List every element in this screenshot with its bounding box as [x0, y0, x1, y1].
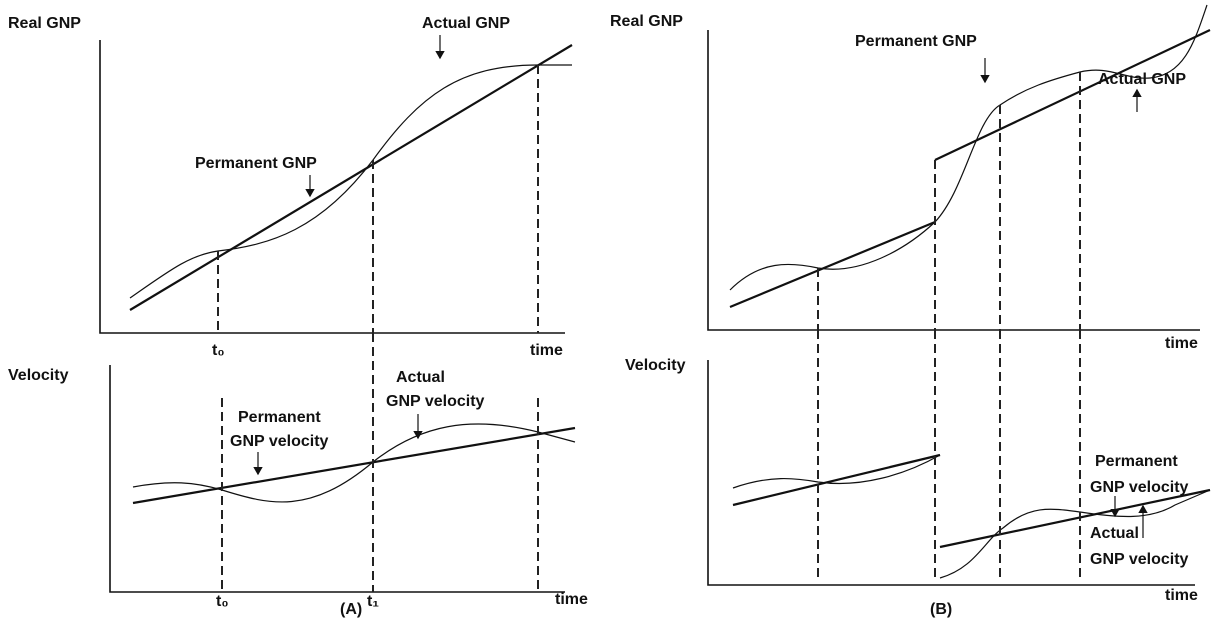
x-axis-label: time — [1165, 335, 1198, 352]
actual-label: Actual GNP — [422, 15, 510, 32]
permanent-label: Permanent GNP — [195, 155, 317, 172]
panel-b-bottom: Velocity Permanent GNP velocity Actual G… — [625, 330, 1211, 618]
y-axis-label: Velocity — [625, 357, 686, 374]
caption: (B) — [930, 601, 952, 618]
panel-b-top: Real GNP Permanent GNP Actual GNP time — [610, 4, 1211, 352]
permanent-label: GNP velocity — [230, 433, 329, 450]
panel-a-top: Real GNP Actual GNP Permanent GNP time t… — [8, 15, 573, 359]
y-axis-label: Real GNP — [610, 13, 683, 30]
actual-velocity — [132, 423, 576, 503]
actual-gnp — [729, 4, 1208, 291]
tick-label: t₀ — [216, 593, 229, 610]
x-axis-label: time — [1165, 587, 1198, 604]
panel-a-bottom: Velocity Permanent GNP velocity Actual G… — [8, 333, 588, 618]
actual-gnp — [129, 64, 572, 299]
axes — [707, 30, 1200, 331]
permanent-label: Permanent GNP — [855, 33, 977, 50]
x-axis-label: time — [530, 342, 563, 359]
dashed-lines — [817, 330, 1081, 582]
dashed-lines — [817, 72, 1081, 330]
tick-label: t₀ — [212, 342, 225, 359]
caption: (A) — [340, 601, 362, 618]
dashed-lines — [221, 333, 539, 592]
permanent-gnp — [729, 29, 1211, 309]
axes — [99, 40, 565, 334]
tick-label: t₁ — [367, 593, 379, 610]
permanent-label: Permanent — [238, 409, 321, 426]
permanent-velocity — [132, 426, 576, 505]
actual-label: Actual — [1090, 525, 1139, 542]
axes — [707, 360, 1195, 586]
axes — [109, 365, 565, 593]
actual-label: Actual GNP — [1098, 71, 1186, 88]
actual-label: GNP velocity — [386, 393, 485, 410]
permanent-gnp — [129, 44, 573, 311]
x-axis-label: time — [555, 591, 588, 608]
permanent-label: Permanent — [1095, 453, 1178, 470]
actual-velocity — [732, 454, 1211, 579]
y-axis-label: Velocity — [8, 367, 69, 384]
permanent-label: GNP velocity — [1090, 479, 1189, 496]
actual-label: Actual — [396, 369, 445, 386]
dashed-lines — [217, 65, 539, 333]
y-axis-label: Real GNP — [8, 15, 81, 32]
permanent-velocity — [732, 453, 1211, 549]
actual-label: GNP velocity — [1090, 551, 1189, 568]
